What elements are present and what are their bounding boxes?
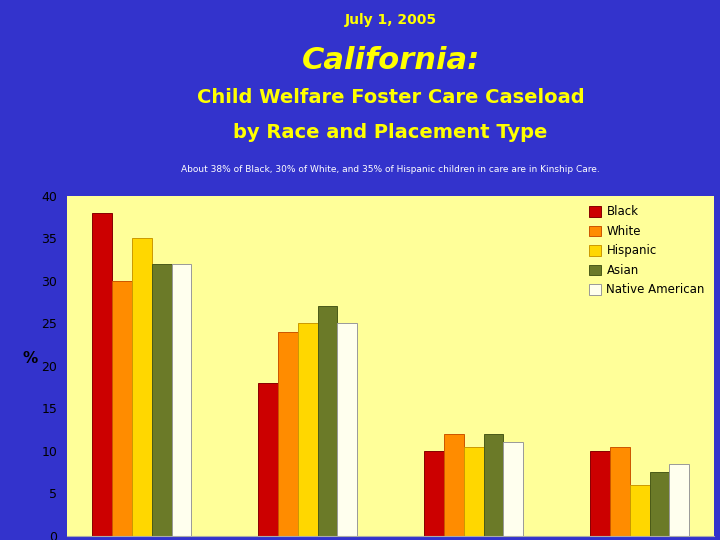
Text: July 1, 2005: July 1, 2005 [345, 14, 436, 28]
Text: California:: California: [302, 46, 480, 75]
Y-axis label: %: % [22, 351, 38, 366]
Bar [171, 264, 192, 536]
Bar [444, 434, 464, 536]
Bar [318, 306, 338, 536]
Bar [112, 281, 132, 536]
Bar [278, 332, 297, 536]
Legend: Black, White, Hispanic, Asian, Native American: Black, White, Hispanic, Asian, Native Am… [585, 202, 708, 300]
Bar [92, 213, 112, 536]
Bar [464, 447, 484, 536]
Text: Child Welfare Foster Care Caseload: Child Welfare Foster Care Caseload [197, 88, 585, 107]
Bar [152, 264, 171, 536]
Bar [258, 383, 278, 536]
Bar [610, 447, 629, 536]
Bar [132, 239, 152, 536]
Bar [484, 434, 503, 536]
Text: About 38% of Black, 30% of White, and 35% of Hispanic children in care are in Ki: About 38% of Black, 30% of White, and 35… [181, 165, 600, 174]
Bar [424, 451, 444, 536]
Bar [297, 323, 318, 536]
Bar [590, 451, 610, 536]
Bar [629, 485, 649, 536]
Text: by Race and Placement Type: by Race and Placement Type [233, 123, 548, 141]
Bar [338, 323, 357, 536]
Bar [670, 463, 689, 536]
Bar [503, 442, 523, 536]
Bar [649, 472, 670, 536]
